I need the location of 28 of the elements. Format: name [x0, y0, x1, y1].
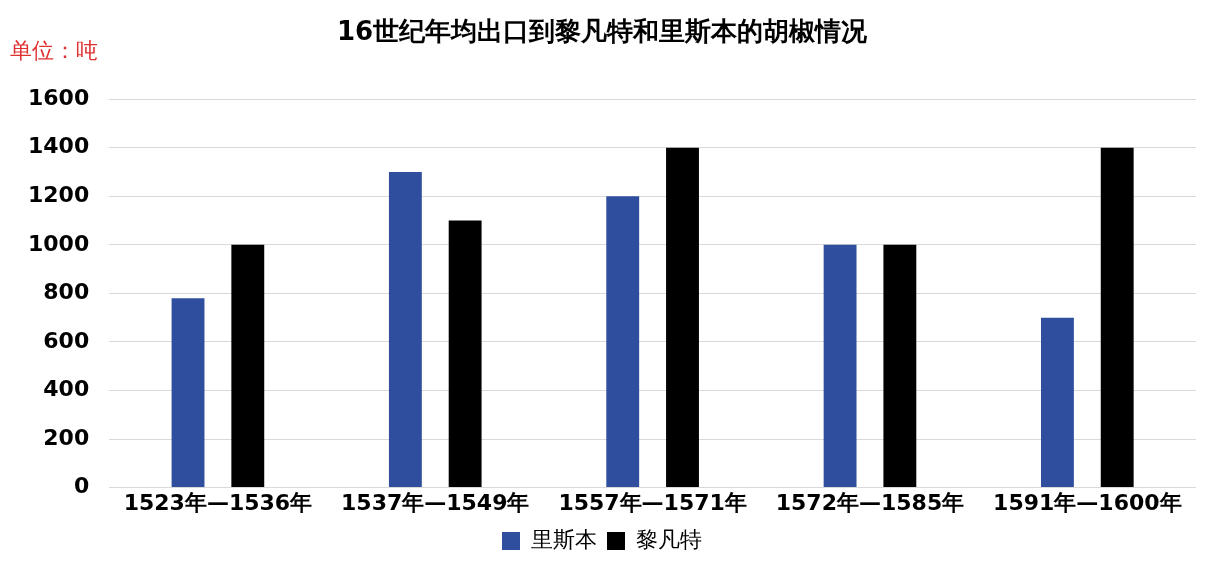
bar	[666, 147, 699, 488]
y-tick-label: 0	[73, 473, 90, 499]
x-tick-label: 1523年—1536年	[123, 489, 313, 515]
bar	[823, 244, 857, 488]
y-axis-title: 单位：吨	[10, 37, 98, 63]
y-tick-label: 800	[43, 279, 90, 305]
y-tick-label: 200	[43, 424, 90, 450]
y-tick-label: 400	[43, 376, 90, 402]
bar	[448, 220, 482, 488]
y-tick-label: 600	[43, 327, 90, 353]
y-tick-label: 1200	[28, 182, 90, 208]
bar	[388, 172, 422, 488]
legend-label: 黎凡特	[636, 526, 702, 552]
legend-label: 里斯本	[531, 526, 597, 552]
x-tick-label: 1572年—1585年	[775, 489, 965, 515]
y-tick-label: 1600	[28, 84, 90, 110]
x-tick-label: 1591年—1600年	[993, 489, 1182, 515]
chart-title: 16世纪年均出口到黎凡特和里斯本的胡椒情况	[336, 16, 869, 47]
bar	[883, 244, 917, 488]
x-tick-label: 1537年—1549年	[341, 489, 530, 515]
bar	[1100, 147, 1134, 488]
y-tick-label: 1400	[28, 133, 90, 159]
bar	[606, 196, 640, 488]
bar	[171, 298, 205, 488]
bar	[1041, 317, 1074, 488]
bar	[231, 244, 265, 488]
x-tick-label: 1557年—1571年	[558, 489, 747, 515]
y-tick-label: 1000	[28, 230, 90, 256]
